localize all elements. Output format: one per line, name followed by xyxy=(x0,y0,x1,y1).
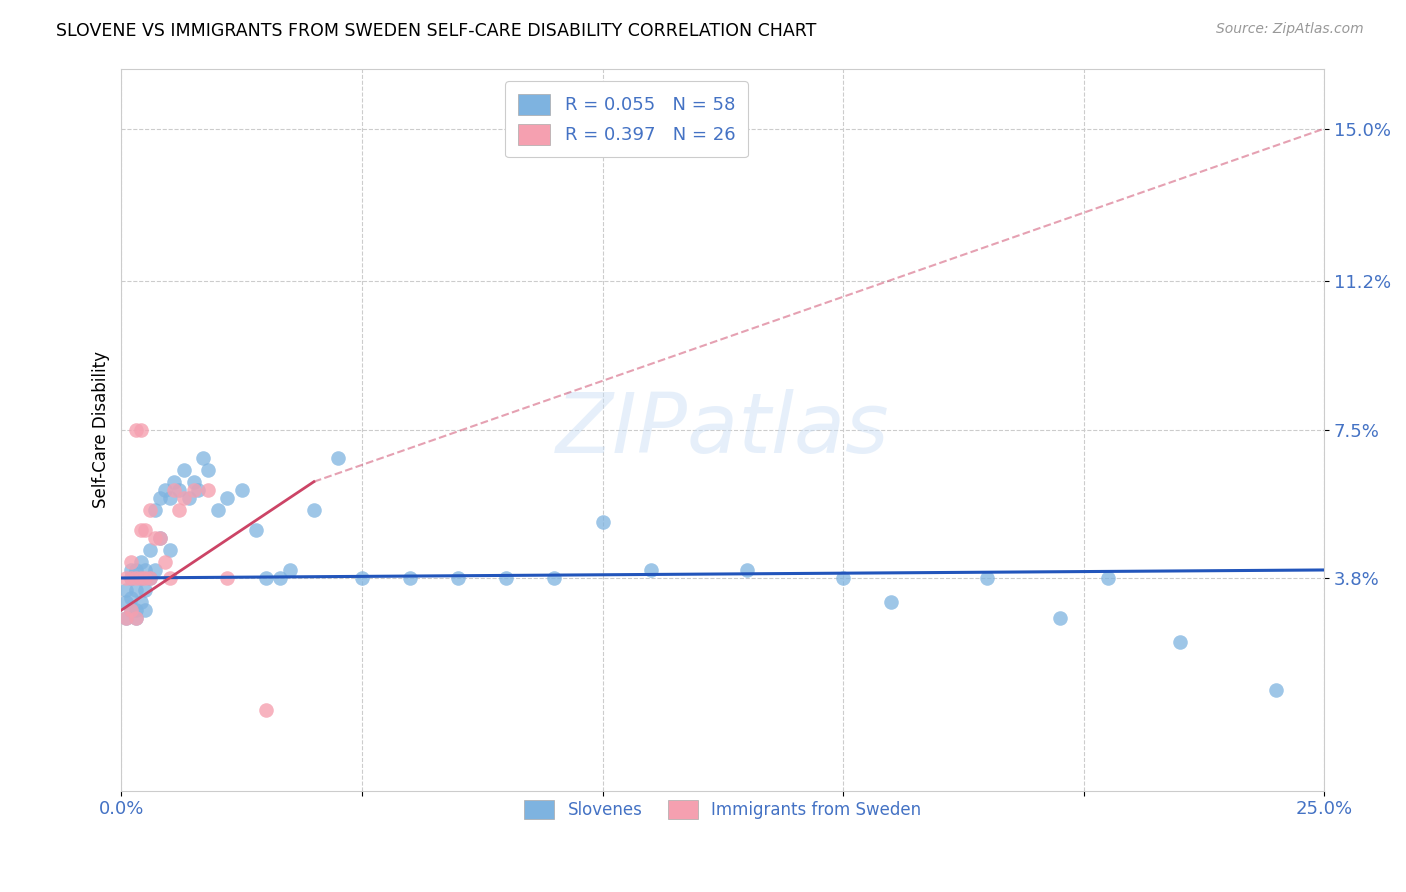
Y-axis label: Self-Care Disability: Self-Care Disability xyxy=(93,351,110,508)
Point xyxy=(350,571,373,585)
Point xyxy=(193,450,215,465)
Point xyxy=(153,555,176,569)
Point xyxy=(302,503,325,517)
Point xyxy=(640,563,662,577)
Point xyxy=(592,515,614,529)
Point xyxy=(197,463,219,477)
Point xyxy=(120,603,142,617)
Point xyxy=(115,571,138,585)
Point xyxy=(115,611,138,625)
Point xyxy=(217,571,239,585)
Point xyxy=(125,603,148,617)
Point xyxy=(129,423,152,437)
Point xyxy=(254,571,277,585)
Point xyxy=(183,475,205,489)
Point xyxy=(139,571,162,585)
Point xyxy=(129,523,152,537)
Point xyxy=(976,571,998,585)
Point xyxy=(120,563,142,577)
Point xyxy=(125,563,148,577)
Point xyxy=(149,491,172,505)
Point xyxy=(120,571,142,585)
Point xyxy=(1265,683,1288,698)
Point xyxy=(177,491,200,505)
Point xyxy=(543,571,565,585)
Point xyxy=(447,571,470,585)
Point xyxy=(120,603,142,617)
Point xyxy=(129,555,152,569)
Point xyxy=(139,571,162,585)
Point xyxy=(197,483,219,497)
Point xyxy=(183,483,205,497)
Point xyxy=(231,483,253,497)
Point xyxy=(120,571,142,585)
Point xyxy=(115,611,138,625)
Point xyxy=(880,595,903,609)
Point xyxy=(143,503,166,517)
Point xyxy=(125,423,148,437)
Point xyxy=(129,571,152,585)
Point xyxy=(159,571,181,585)
Point xyxy=(173,463,195,477)
Point xyxy=(134,523,156,537)
Point xyxy=(134,571,156,585)
Point xyxy=(217,491,239,505)
Point xyxy=(1168,635,1191,649)
Point xyxy=(143,563,166,577)
Point xyxy=(153,483,176,497)
Point xyxy=(495,571,517,585)
Point xyxy=(115,582,138,597)
Text: SLOVENE VS IMMIGRANTS FROM SWEDEN SELF-CARE DISABILITY CORRELATION CHART: SLOVENE VS IMMIGRANTS FROM SWEDEN SELF-C… xyxy=(56,22,817,40)
Point xyxy=(115,595,138,609)
Text: ZIPatlas: ZIPatlas xyxy=(555,389,890,470)
Point xyxy=(245,523,267,537)
Point xyxy=(187,483,209,497)
Point xyxy=(1097,571,1119,585)
Point xyxy=(278,563,301,577)
Point xyxy=(163,475,186,489)
Point xyxy=(399,571,422,585)
Point xyxy=(159,491,181,505)
Point xyxy=(125,582,148,597)
Point xyxy=(134,582,156,597)
Point xyxy=(149,531,172,545)
Point xyxy=(159,542,181,557)
Point xyxy=(735,563,758,577)
Point xyxy=(129,595,152,609)
Point xyxy=(163,483,186,497)
Point xyxy=(134,563,156,577)
Point xyxy=(125,611,148,625)
Point xyxy=(143,531,166,545)
Point xyxy=(832,571,855,585)
Text: Source: ZipAtlas.com: Source: ZipAtlas.com xyxy=(1216,22,1364,37)
Point xyxy=(125,611,148,625)
Point xyxy=(125,571,148,585)
Point xyxy=(149,531,172,545)
Point xyxy=(134,603,156,617)
Point xyxy=(167,503,190,517)
Point xyxy=(139,503,162,517)
Point xyxy=(120,591,142,605)
Point xyxy=(254,703,277,717)
Point xyxy=(173,491,195,505)
Point xyxy=(1049,611,1071,625)
Point xyxy=(167,483,190,497)
Point xyxy=(269,571,291,585)
Point xyxy=(129,571,152,585)
Point xyxy=(326,450,349,465)
Point xyxy=(207,503,229,517)
Point xyxy=(120,555,142,569)
Point xyxy=(139,542,162,557)
Legend: Slovenes, Immigrants from Sweden: Slovenes, Immigrants from Sweden xyxy=(517,793,928,826)
